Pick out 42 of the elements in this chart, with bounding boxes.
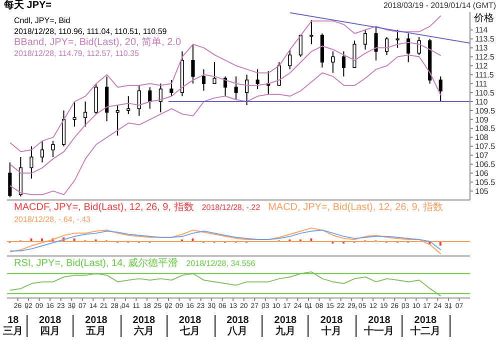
x2-tick-label: 2018 十一月: [363, 315, 394, 337]
x2-tick-label: 2018 七月: [178, 315, 202, 337]
x2-tick-label: 2018 四月: [38, 315, 62, 337]
y-tick-label: 106.5: [475, 160, 496, 170]
text: 2018/12/28, -.22: [202, 202, 260, 214]
x2-tick-label: 2018 六月: [132, 315, 156, 337]
y-tick-label: 108: [475, 133, 489, 142]
chart-subtitle: 2018/03/19 - 2019/01/14 (GMT): [383, 1, 496, 11]
annotation: Cndl, JPY=, Bid: [14, 15, 72, 26]
annotation: 2018/12/28, 114.79, 112.57, 110.35: [14, 48, 140, 59]
y-tick-label: 110.5: [475, 88, 495, 98]
x2-tick-label: 2018 十月: [320, 315, 344, 337]
x2-tick-label: 2018 九月: [274, 315, 297, 337]
y-tick-label: 112.5: [475, 52, 495, 62]
text: MACD, JPY=, Bid(Last), 12, 26, 9, 指数: [268, 202, 443, 214]
y-tick-label: 113.5: [475, 34, 495, 44]
y-tick-label: 109.5: [475, 106, 496, 116]
y-tick-label: 114: [475, 26, 488, 35]
x2-tick-label: 2018 十二月: [409, 315, 440, 337]
y-axis-title: 价格: [474, 13, 494, 24]
y-tick-label: 111.5: [475, 70, 494, 80]
y-tick-label: 109: [475, 115, 489, 124]
y-tick-label: 107.5: [475, 142, 496, 152]
y-tick-label: 105.5: [475, 178, 496, 187]
text: MACDF, JPY=, Bid(Last), 12, 26, 9, 指数: [14, 202, 194, 214]
y-tick-label: 113: [475, 44, 488, 53]
y-tick-label: 106: [475, 168, 489, 178]
text: 2018/12/28, 34.556: [186, 258, 256, 270]
annotation: BBand, JPY=, Bid(Last), 20, 简单, 2.0: [14, 37, 182, 48]
y-tick-label: 110: [475, 97, 488, 106]
annotation: 2018/12/28, 110.96, 111.04, 110.51, 110.59: [14, 26, 168, 36]
chart-title: 每天 JPY=: [4, 0, 52, 11]
y-tick-label: 108.5: [475, 124, 496, 134]
text: 2018/12/28, -.64, -.43: [14, 214, 90, 226]
y-tick-label: 105: [475, 186, 489, 196]
x2-tick-label: 2018 八月: [226, 315, 250, 337]
x2-tick-label: 2018 五月: [85, 315, 108, 337]
y-tick-label: 111: [475, 79, 488, 88]
x2-tick-label: 18 三月: [3, 315, 24, 337]
y-tick-label: 112: [475, 62, 488, 71]
y-tick-label: 107: [475, 151, 489, 160]
text: RSI, JPY=, Bid(Last), 14, 威尔德平滑: [14, 258, 178, 270]
